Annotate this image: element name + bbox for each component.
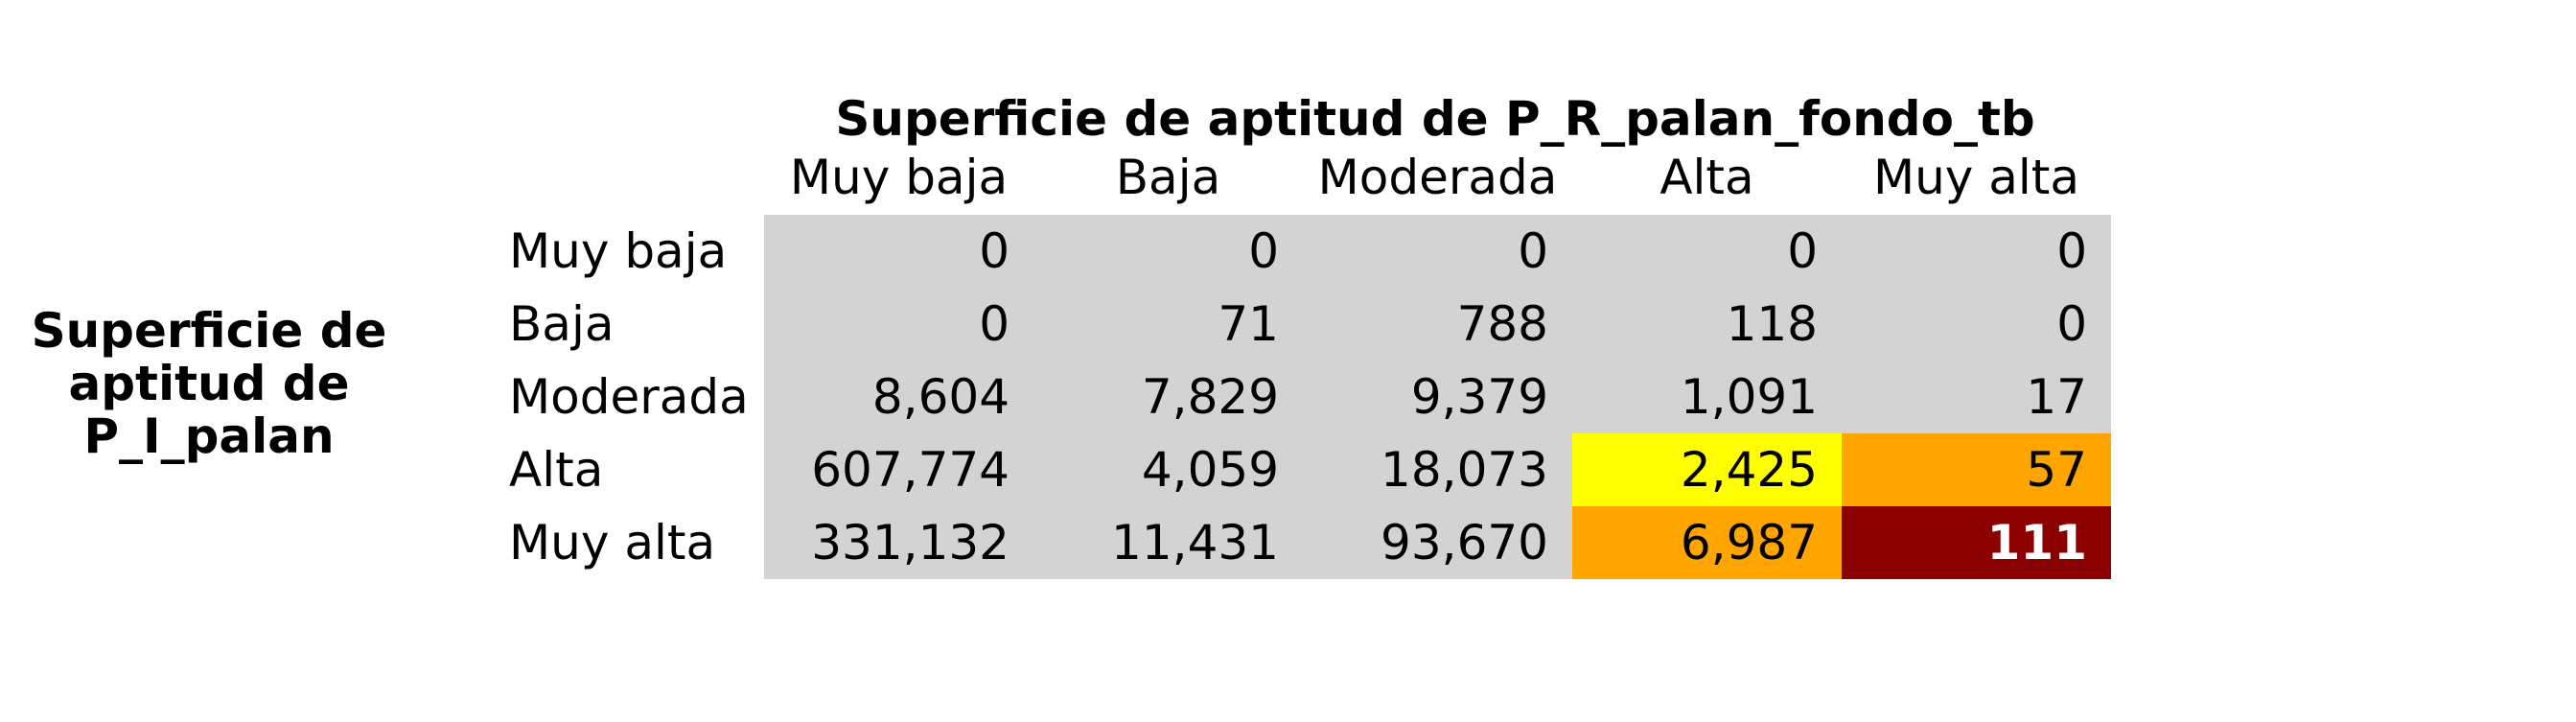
row-header-muy-baja: Muy baja: [509, 223, 728, 279]
row-header-baja: Baja: [509, 296, 615, 352]
table-cell-r5-c1: 331,132: [764, 506, 1033, 579]
table-cell-r2-c3: 788: [1303, 288, 1572, 361]
row-header-alta: Alta: [509, 442, 604, 498]
table-cell-r5-c4: 6,987: [1572, 506, 1842, 579]
table-cell-r4-c2: 4,059: [1033, 433, 1303, 506]
column-header-muy-alta: Muy alta: [1872, 150, 2080, 205]
table-cell-r2-c4: 118: [1572, 288, 1842, 361]
row-header-muy-alta: Muy alta: [509, 515, 716, 571]
table-cell-r4-c5: 57: [1842, 433, 2111, 506]
table-cell-r2-c5: 0: [1842, 288, 2111, 361]
table-cell-r3-c4: 1,091: [1572, 361, 1842, 433]
table-cell-r3-c2: 7,829: [1033, 361, 1303, 433]
table-cell-r5-c3: 93,670: [1303, 506, 1572, 579]
table-cell-r1-c3: 0: [1303, 215, 1572, 288]
column-header-alta: Alta: [1659, 150, 1754, 205]
table-cell-r3-c3: 9,379: [1303, 361, 1572, 433]
table-cell-r3-c1: 8,604: [764, 361, 1033, 433]
table-cell-r1-c5: 0: [1842, 215, 2111, 288]
table-cell-r5-c2: 11,431: [1033, 506, 1303, 579]
table-cell-r4-c1: 607,774: [764, 433, 1033, 506]
table-cell-r2-c1: 0: [764, 288, 1033, 361]
row-axis-title: Superficie de aptitud de P_I_palan: [31, 303, 387, 464]
row-header-moderada: Moderada: [509, 369, 749, 425]
table-cell-r1-c2: 0: [1033, 215, 1303, 288]
table-cell-r4-c4: 2,425: [1572, 433, 1842, 506]
column-header-baja: Baja: [1115, 150, 1221, 205]
column-header-muy-baja: Muy baja: [789, 150, 1009, 205]
table-cell-r3-c5: 17: [1842, 361, 2111, 433]
table-cell-r4-c3: 18,073: [1303, 433, 1572, 506]
table-cell-r1-c1: 0: [764, 215, 1033, 288]
table-cell-r2-c2: 71: [1033, 288, 1303, 361]
column-header-moderada: Moderada: [1317, 150, 1558, 205]
table-cell-r1-c4: 0: [1572, 215, 1842, 288]
table-cell-r5-c5: 111: [1842, 506, 2111, 579]
column-axis-title: Superficie de aptitud de P_R_palan_fondo…: [835, 91, 2035, 147]
